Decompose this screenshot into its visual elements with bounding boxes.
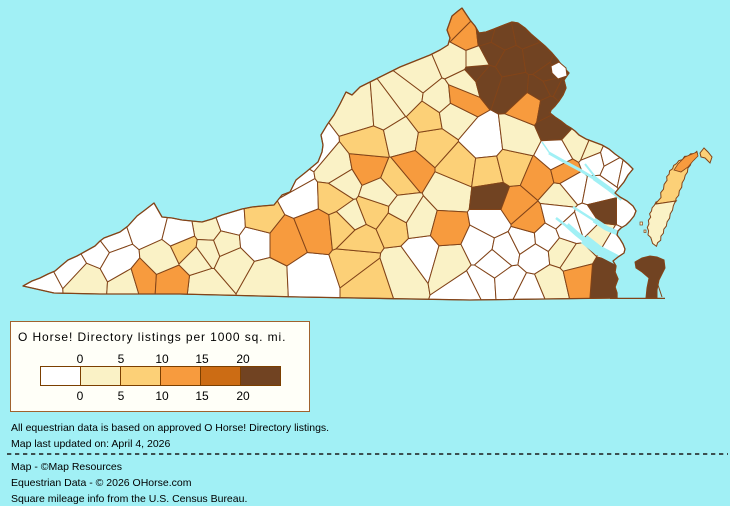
- svg-text:5: 5: [118, 352, 125, 366]
- svg-text:All equestrian data is based o: All equestrian data is based on approved…: [11, 422, 329, 434]
- svg-text:Map last updated on: April 4,: Map last updated on: April 4, 2026: [11, 438, 171, 450]
- svg-text:15: 15: [195, 352, 209, 366]
- svg-text:20: 20: [236, 352, 250, 366]
- svg-text:O Horse! Directory listings pe: O Horse! Directory listings per 1000 sq.…: [18, 330, 286, 344]
- svg-text:5: 5: [118, 389, 125, 403]
- svg-text:Square mileage info from the U: Square mileage info from the U.S. Census…: [11, 493, 247, 505]
- svg-text:10: 10: [155, 389, 169, 403]
- svg-text:0: 0: [77, 389, 84, 403]
- svg-text:Equestrian Data - © 2026 OHors: Equestrian Data - © 2026 OHorse.com: [11, 477, 192, 489]
- svg-text:10: 10: [155, 352, 169, 366]
- svg-text:15: 15: [195, 389, 209, 403]
- svg-text:20: 20: [236, 389, 250, 403]
- svg-text:0: 0: [77, 352, 84, 366]
- svg-text:Map - ©Map Resources: Map - ©Map Resources: [11, 461, 122, 473]
